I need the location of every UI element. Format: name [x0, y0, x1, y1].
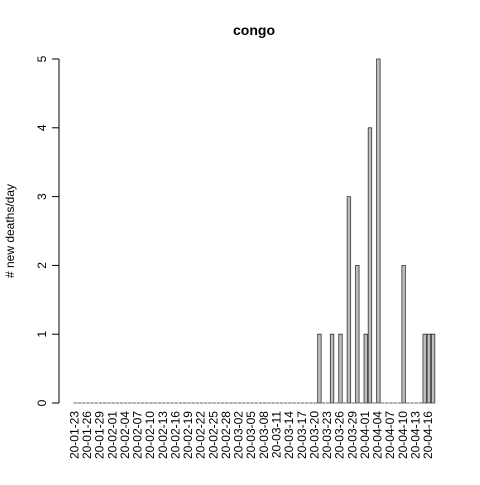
x-tick-label: 20-01-29: [93, 411, 107, 459]
x-tick-label: 20-03-26: [333, 411, 347, 459]
x-tick-label: 20-03-02: [232, 411, 246, 459]
x-tick-label: 20-04-16: [421, 411, 435, 459]
x-tick-label: 20-02-10: [143, 411, 157, 459]
x-tick-label: 20-03-29: [345, 411, 359, 459]
x-tick-label: 20-02-13: [156, 411, 170, 459]
x-tick-label: 20-03-11: [270, 411, 284, 458]
x-tick-label: 20-01-23: [67, 411, 81, 459]
x-tick-label: 20-02-28: [219, 411, 233, 459]
bar: [355, 265, 360, 404]
x-tick-label: 20-04-13: [408, 411, 422, 459]
x-tick-label: 20-01-26: [80, 411, 94, 459]
bar: [317, 333, 322, 404]
bar: [426, 333, 432, 404]
bar: [329, 333, 335, 404]
bar: [430, 333, 436, 404]
x-tick-label: 20-03-23: [320, 411, 334, 459]
bar: [338, 333, 343, 404]
x-tick-label: 20-04-01: [358, 411, 372, 459]
x-tick-label: 20-03-20: [307, 411, 321, 459]
y-tick-label: 5: [35, 55, 49, 62]
bar: [422, 333, 427, 404]
y-tick-label: 1: [35, 331, 49, 338]
y-axis-label: # new deaths/day: [3, 184, 17, 278]
y-tick-label: 4: [35, 124, 49, 131]
bar: [401, 265, 406, 404]
x-tick-label: 20-02-01: [105, 411, 119, 459]
x-tick-label: 20-04-04: [371, 411, 385, 459]
bar: [346, 196, 352, 404]
bar: [367, 127, 373, 404]
x-tick-label: 20-02-04: [118, 411, 132, 459]
x-tick-label: 20-04-10: [396, 411, 410, 459]
x-tick-label: 20-03-14: [282, 411, 296, 459]
bar: [376, 58, 381, 404]
chart-title: congo: [233, 22, 275, 38]
x-tick-label: 20-02-19: [181, 411, 195, 459]
y-tick-label: 3: [35, 193, 49, 200]
x-tick-label: 20-04-07: [383, 411, 397, 459]
y-tick-label: 2: [35, 262, 49, 269]
x-tick-label: 20-02-25: [206, 411, 220, 459]
x-tick-label: 20-03-05: [244, 411, 258, 459]
x-tick-label: 20-03-17: [295, 411, 309, 459]
y-tick-label: 0: [35, 399, 49, 406]
x-tick-label: 20-02-16: [168, 411, 182, 459]
x-tick-label: 20-03-08: [257, 411, 271, 459]
x-tick-label: 20-02-22: [194, 411, 208, 459]
bar: [363, 333, 368, 404]
x-tick-label: 20-02-07: [131, 411, 145, 459]
